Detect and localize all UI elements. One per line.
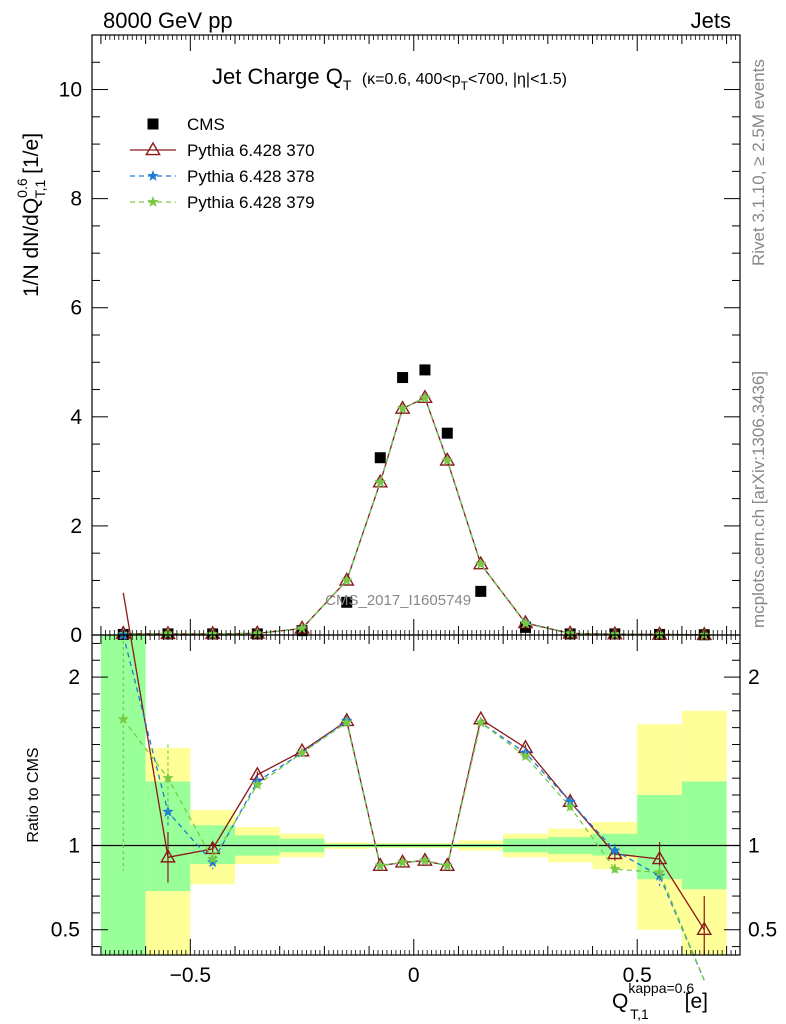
- xtick-label: 0: [408, 964, 420, 987]
- main-ytick-label: 8: [70, 188, 82, 211]
- ratio-marker-1-2: [207, 856, 219, 868]
- ratio-bands: [92, 635, 740, 955]
- main-ytick-label: 0: [70, 624, 82, 647]
- main-ytick-label: 4: [70, 406, 82, 429]
- main-marker-3-5: [341, 574, 353, 586]
- cms-point-9: [441, 427, 453, 439]
- legend-label-0: CMS: [187, 115, 225, 134]
- ratio-marker-0-13: [607, 845, 623, 860]
- xtick-label: 0.5: [623, 964, 652, 987]
- ratio-series: [117, 592, 713, 981]
- band-green-0: [100, 635, 146, 955]
- ratio-line-1: [122, 634, 705, 981]
- legend-label-3: Pythia 6.428 379: [187, 193, 315, 212]
- ratio-marker-2-0: [117, 713, 129, 725]
- main-marker-3-7: [396, 402, 409, 414]
- legend-marker-3: [147, 196, 159, 207]
- main-marker-3-9: [441, 454, 453, 466]
- ratio-marker-2-10: [475, 716, 487, 728]
- main-marker-3-11: [519, 617, 532, 629]
- legend-label-1: Pythia 6.428 370: [187, 141, 315, 160]
- ratio-marker-2-12: [564, 800, 576, 812]
- ratio-ytick-label-right: 2: [748, 666, 760, 689]
- ratio-marker-2-8: [419, 854, 431, 866]
- main-ytick-label: 10: [59, 79, 82, 102]
- ratio-ylabel: Ratio to CMS: [25, 747, 42, 842]
- main-ytick-label: 6: [70, 297, 82, 320]
- legend-marker-cms: [147, 118, 159, 130]
- main-ylabel: 1/N dN/dQ0.6 T,1 [1/e]: [14, 133, 48, 297]
- ratio-ytick-label: 1: [68, 835, 80, 858]
- ratio-ytick-label: 0.5: [51, 919, 80, 942]
- cms-point-10: [475, 585, 487, 597]
- ratio-marker-2-2: [207, 853, 219, 864]
- ratio-marker-0-15: [696, 921, 713, 935]
- ratio-marker-2-3: [251, 778, 264, 790]
- ratio-marker-2-14: [653, 866, 666, 878]
- legend: CMS Pythia 6.428 370 Pythia 6.428 378 Pythi…: [130, 115, 315, 212]
- ratio-marker-1-14: [653, 869, 666, 881]
- ratio-marker-2-5: [341, 716, 353, 728]
- main-marker-3-6: [374, 476, 386, 488]
- legend-marker-1: [145, 141, 161, 156]
- plot-title: Jet Charge QT (κ=0.6, 400<pT<700, |η|<1.…: [212, 64, 567, 93]
- main-marker-3-8: [419, 391, 431, 403]
- ratio-marker-2-13: [609, 863, 621, 874]
- ratio-ytick-label-right: 1: [748, 835, 760, 858]
- cms-point-8: [419, 364, 431, 376]
- cms-point-7: [397, 372, 409, 384]
- main-ytick-label: 2: [70, 515, 82, 538]
- band-green-12: [681, 781, 727, 890]
- watermark: CMS_2017_I1605749: [325, 592, 471, 609]
- axis-ticks: [92, 34, 741, 955]
- ratio-marker-2-4: [296, 746, 308, 758]
- main-marker-3-4: [296, 622, 308, 634]
- main-marker-3-10: [475, 558, 487, 569]
- xtick-label: −0.5: [170, 964, 211, 987]
- header-right: Jets: [690, 8, 731, 33]
- ratio-line-2: [122, 718, 705, 981]
- ratio-marker-2-9: [441, 859, 453, 871]
- ratio-marker-2-7: [396, 856, 409, 868]
- cms-point-5: [341, 596, 353, 608]
- legend-label-2: Pythia 6.428 378: [187, 167, 315, 186]
- ratio-marker-0-1: [160, 848, 176, 863]
- ratio-ytick-label-right: 0.5: [748, 919, 777, 942]
- ratio-marker-2-11: [519, 750, 532, 762]
- ratio-marker-0-14: [651, 850, 668, 865]
- ratio-marker-2-6: [374, 859, 386, 871]
- cms-point-6: [374, 452, 386, 464]
- legend-marker-2: [147, 170, 159, 181]
- ratio-marker-2-1: [162, 772, 174, 783]
- header-left: 8000 GeV pp: [103, 8, 233, 33]
- ratio-marker-1-13: [609, 844, 621, 856]
- ratio-ytick-label: 2: [68, 666, 80, 689]
